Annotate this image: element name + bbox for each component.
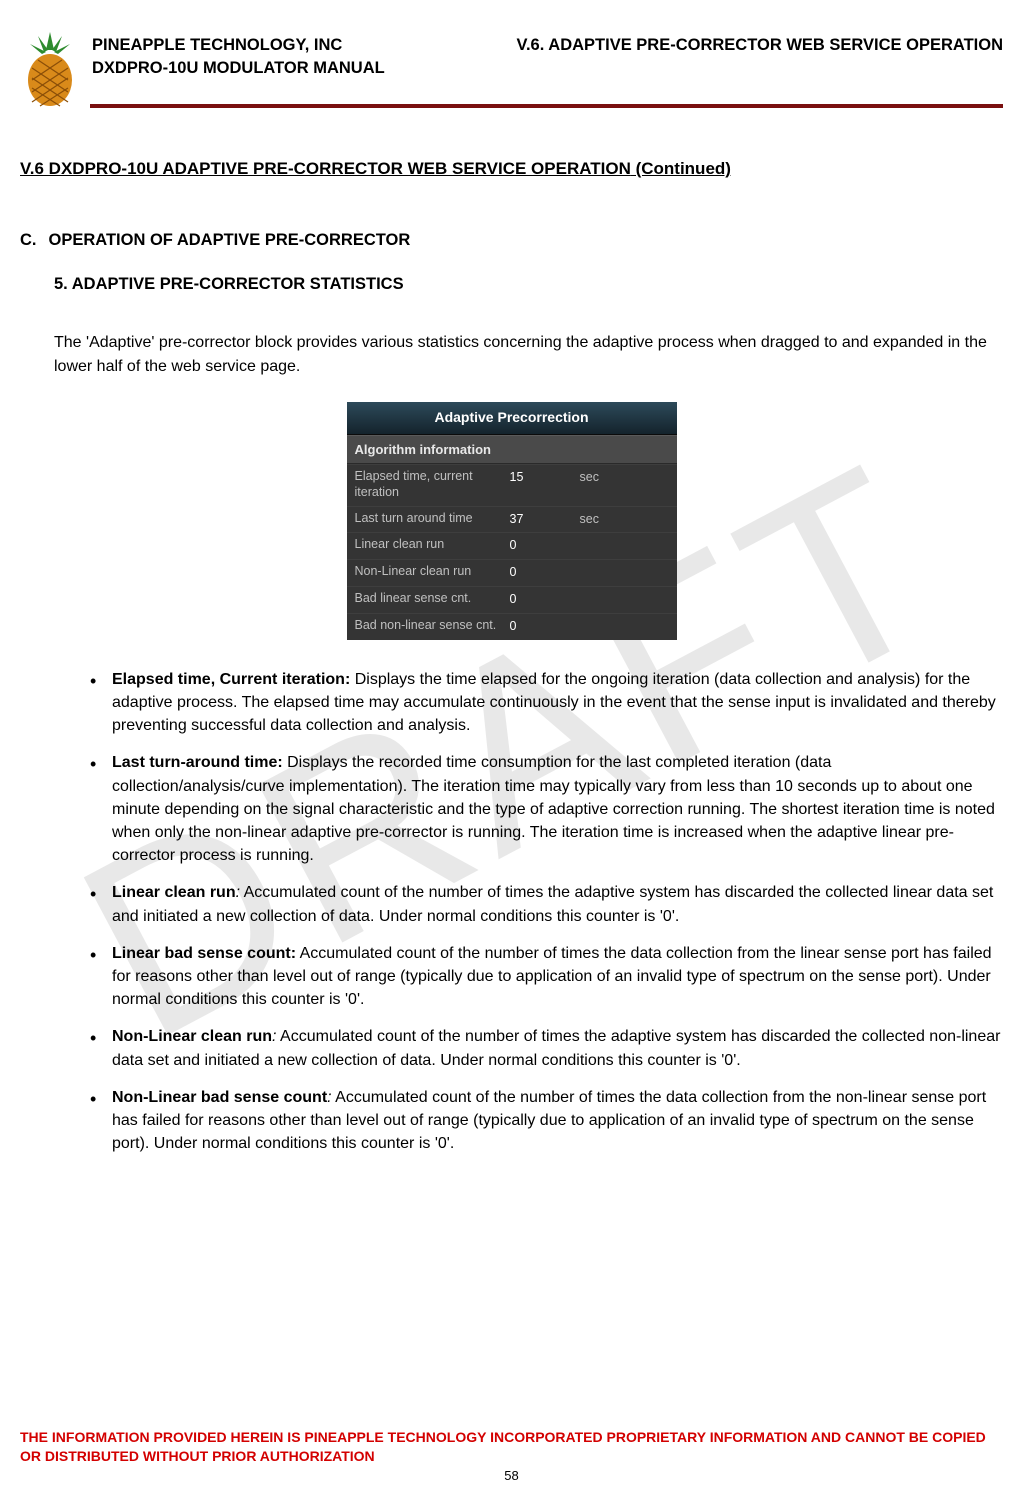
subsection-c-text: OPERATION OF ADAPTIVE PRE-CORRECTOR <box>49 229 411 251</box>
panel-row-value: 0 <box>510 564 580 581</box>
document-body: V.6 DXDPRO-10U ADAPTIVE PRE-CORRECTOR WE… <box>20 158 1003 1155</box>
list-item: Elapsed time, Current iteration: Display… <box>90 668 1003 738</box>
panel-row-unit: sec <box>580 511 669 528</box>
section-title-suffix: (Continued) <box>631 159 731 178</box>
panel-row: Bad linear sense cnt.0 <box>347 586 677 613</box>
document-header: PINEAPPLE TECHNOLOGY, INC DXDPRO-10U MOD… <box>20 30 1003 110</box>
list-item: Linear clean run: Accumulated count of t… <box>90 881 1003 927</box>
bullet-term: Non-Linear bad sense count <box>112 1089 327 1106</box>
panel-row: Bad non-linear sense cnt.0 <box>347 613 677 640</box>
header-manual: DXDPRO-10U MODULATOR MANUAL <box>92 57 385 80</box>
intro-paragraph: The 'Adaptive' pre-corrector block provi… <box>54 331 1003 377</box>
panel-row-label: Bad linear sense cnt. <box>355 591 510 607</box>
panel-row: Linear clean run0 <box>347 532 677 559</box>
bullet-term: Elapsed time, Current iteration: <box>112 671 350 688</box>
section-title-main: V.6 DXDPRO-10U ADAPTIVE PRE-CORRECTOR WE… <box>20 159 631 178</box>
panel-row: Elapsed time, current iteration15sec <box>347 464 677 505</box>
adaptive-precorrection-panel: Adaptive Precorrection Algorithm informa… <box>347 402 677 640</box>
panel-row-label: Last turn around time <box>355 511 510 527</box>
panel-row-label: Non-Linear clean run <box>355 564 510 580</box>
panel-row-label: Bad non-linear sense cnt. <box>355 618 510 634</box>
footer-page-number: 58 <box>20 1467 1003 1485</box>
subsection-c: C. OPERATION OF ADAPTIVE PRE-CORRECTOR <box>20 229 1003 251</box>
panel-row-value: 15 <box>510 469 580 486</box>
list-item: Non-Linear bad sense count: Accumulated … <box>90 1086 1003 1156</box>
panel-title: Adaptive Precorrection <box>347 402 677 435</box>
bullet-term: Non-Linear clean run <box>112 1028 272 1045</box>
bullet-term: Last turn-around time: <box>112 754 283 771</box>
bullet-term: Linear clean run <box>112 884 236 901</box>
panel-subtitle: Algorithm information <box>347 435 677 465</box>
header-company: PINEAPPLE TECHNOLOGY, INC <box>92 34 385 57</box>
subsection-c-letter: C. <box>20 229 37 251</box>
list-item: Last turn-around time: Displays the reco… <box>90 751 1003 867</box>
bullet-term: Linear bad sense count: <box>112 945 296 962</box>
panel-row-value: 0 <box>510 591 580 608</box>
document-footer: THE INFORMATION PROVIDED HEREIN IS PINEA… <box>20 1428 1003 1485</box>
footer-warning: THE INFORMATION PROVIDED HEREIN IS PINEA… <box>20 1428 1003 1466</box>
panel-row: Non-Linear clean run0 <box>347 559 677 586</box>
section-title: V.6 DXDPRO-10U ADAPTIVE PRE-CORRECTOR WE… <box>20 158 1003 181</box>
pineapple-logo-icon <box>20 30 80 110</box>
panel-row: Last turn around time37sec <box>347 506 677 533</box>
panel-row-value: 37 <box>510 511 580 528</box>
panel-row-value: 0 <box>510 618 580 635</box>
panel-row-label: Elapsed time, current iteration <box>355 469 510 500</box>
list-item: Linear bad sense count: Accumulated coun… <box>90 942 1003 1012</box>
panel-row-value: 0 <box>510 537 580 554</box>
subsection-5: 5. ADAPTIVE PRE-CORRECTOR STATISTICS <box>54 273 1003 295</box>
panel-row-unit: sec <box>580 469 669 486</box>
bullet-text: Accumulated count of the number of times… <box>112 884 993 924</box>
header-rule <box>90 104 1003 108</box>
panel-row-label: Linear clean run <box>355 537 510 553</box>
statistics-bullet-list: Elapsed time, Current iteration: Display… <box>90 668 1003 1155</box>
list-item: Non-Linear clean run: Accumulated count … <box>90 1025 1003 1071</box>
header-section-ref: V.6. ADAPTIVE PRE-CORRECTOR WEB SERVICE … <box>516 34 1003 80</box>
